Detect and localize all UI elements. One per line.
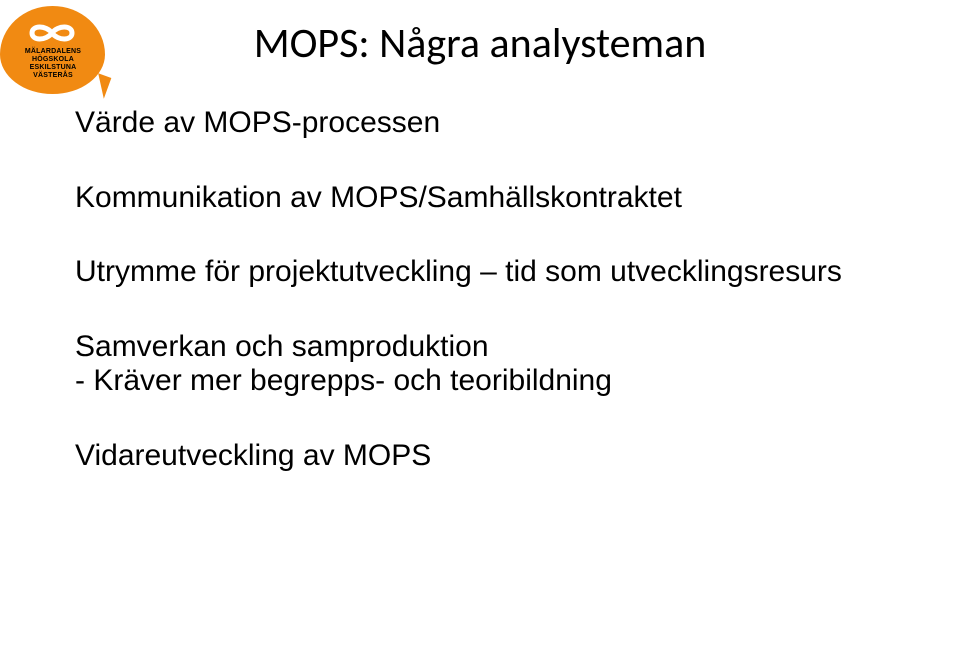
paragraph-4: Samverkan och samproduktion xyxy=(75,330,895,365)
paragraph-3: Utrymme för projektutveckling – tid som … xyxy=(75,255,895,290)
slide-body: Värde av MOPS-processen Kommunikation av… xyxy=(75,106,895,513)
paragraph-2: Kommunikation av MOPS/Samhällskontraktet xyxy=(75,181,895,216)
paragraph-1: Värde av MOPS-processen xyxy=(75,106,895,141)
slide-title: MOPS: Några analysteman xyxy=(0,18,960,69)
slide: { "logo": { "line1": "MÄLARDALENS HÖGSKO… xyxy=(0,0,960,662)
paragraph-4-sub: - Kräver mer begrepps- och teoribildning xyxy=(75,364,895,399)
paragraph-5: Vidareutveckling av MOPS xyxy=(75,439,895,474)
